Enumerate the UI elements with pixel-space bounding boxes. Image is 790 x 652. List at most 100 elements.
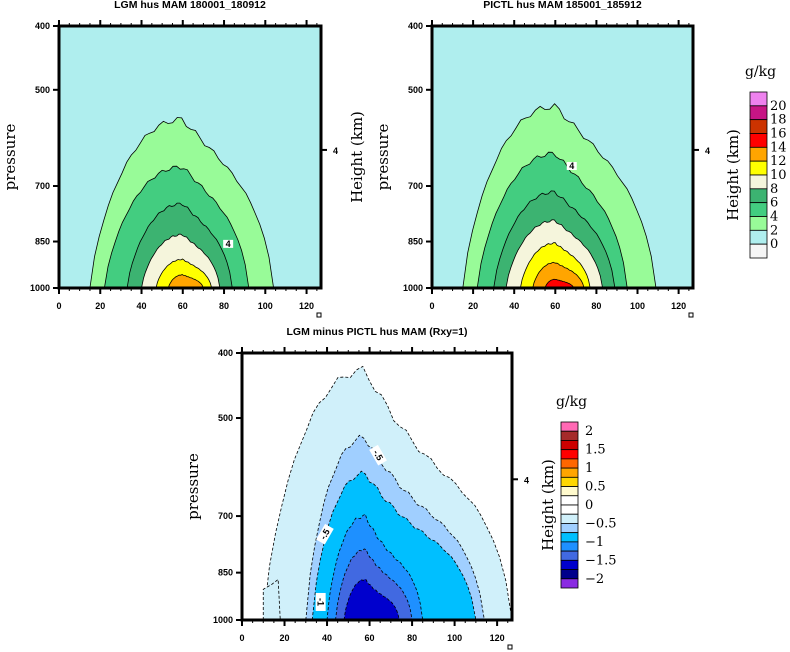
colorbar-label: 0 — [770, 237, 778, 252]
contour-band-neg0p25-patch — [262, 578, 281, 620]
colorbar-swatch — [749, 160, 768, 176]
colorbar-swatch — [749, 146, 768, 162]
colorbar-label: 1 — [585, 461, 593, 476]
y-tick-label: 850 — [408, 237, 423, 247]
contour-band-14 — [544, 278, 575, 288]
colorbar-label: 20 — [770, 99, 787, 114]
colorbar-label: 16 — [770, 127, 787, 142]
colorbar-swatch — [749, 174, 768, 190]
contour-label-box — [223, 239, 234, 248]
colorbar-swatch — [749, 229, 768, 245]
contour-label: 4 — [569, 161, 574, 171]
x-tick-label: 0 — [239, 633, 244, 643]
x-tick-label: 60 — [365, 633, 375, 643]
x-tick-label: 100 — [447, 633, 462, 643]
contour-label-text: -1 — [316, 598, 326, 606]
x-tick-label: 120 — [671, 301, 686, 311]
x-tick-label: 60 — [550, 301, 560, 311]
contour-label-box — [369, 444, 387, 466]
contour-band-12 — [532, 261, 585, 288]
right-tick-label: 4 — [333, 146, 338, 156]
height-axis-label: Height (km) — [724, 129, 742, 221]
colorbar-label: 10 — [770, 168, 787, 183]
colorbar-swatch — [560, 486, 579, 497]
left-height-label: Height (km) — [348, 111, 366, 203]
chart-title: PICTL hus MAM 185001_185912 — [483, 0, 642, 11]
colorbar-swatch — [749, 119, 768, 134]
colorbar-swatch — [560, 578, 579, 589]
contour-label: 4 — [226, 239, 231, 249]
colorbar-label: 14 — [770, 140, 787, 155]
x-tick-label: 80 — [591, 301, 601, 311]
corner-marker — [688, 312, 694, 318]
colorbar-swatch — [749, 105, 768, 121]
colorbar-2: 2 1.5 1 0.5 0 −0.5 −1 −1.5 −2 g/kg Height (km) — [539, 394, 617, 589]
y-tick-label: 400 — [35, 21, 50, 31]
panel-1: LGM hus MAM 180001_180912 0 20 40 60 80 100 120… — [1, 0, 338, 318]
colorbar-swatch — [560, 440, 579, 451]
x-tick-label: 0 — [56, 301, 61, 311]
contour-layers — [262, 365, 512, 620]
colorbar-label: 2 — [585, 424, 593, 439]
contour-label-box — [566, 162, 577, 171]
x-tick-label: 60 — [178, 301, 188, 311]
colorbar-swatch — [560, 467, 579, 478]
colorbar-label: 2 — [770, 223, 778, 238]
colorbar-label: 8 — [770, 182, 778, 197]
x-tick-label: 20 — [280, 633, 290, 643]
y-tick-label: 500 — [35, 85, 50, 95]
x-tick-label: 0 — [429, 301, 434, 311]
y-axis-label: pressure — [1, 124, 19, 191]
colorbar-label: 0 — [585, 498, 593, 513]
colorbar-unit: g/kg — [745, 64, 776, 80]
contour-label: -.5 — [316, 523, 334, 545]
x-tick-label: 120 — [490, 633, 505, 643]
panel-3: LGM minus PICTL hus MAM (Rxy=1) 0 20 40 60 80… — [184, 326, 529, 650]
corner-marker — [507, 644, 513, 650]
colorbar-label: −2 — [585, 572, 604, 587]
x-tick-label: 120 — [299, 301, 314, 311]
x-tick-label: 20 — [468, 301, 478, 311]
colorbar-swatch — [749, 133, 768, 148]
colorbar-swatch — [560, 504, 579, 515]
colorbar-label: 0.5 — [585, 480, 606, 495]
contour-label-box — [315, 592, 326, 611]
contour-label-box — [316, 523, 334, 545]
x-tick-label: 100 — [630, 301, 645, 311]
y-tick-label: 700 — [35, 181, 50, 191]
height-axis-label: Height (km) — [539, 459, 557, 551]
contour-label: -1 — [315, 592, 326, 611]
colorbar-swatch — [560, 495, 579, 506]
y-tick-label: 1000 — [213, 615, 233, 625]
colorbar-label: 6 — [770, 196, 778, 211]
plot-frame — [430, 24, 695, 290]
contour-label: -.5 — [369, 444, 387, 466]
colorbar-swatch — [560, 569, 579, 580]
colorbar-swatch — [560, 430, 579, 441]
colorbar-label: −1.5 — [585, 553, 617, 568]
y-axis-label: pressure — [374, 124, 392, 191]
right-tick-label: 4 — [705, 146, 710, 156]
colorbar-label: 1.5 — [585, 443, 606, 458]
y-tick-label: 400 — [408, 21, 423, 31]
colorbar-label: −0.5 — [585, 516, 617, 531]
x-tick-label: 20 — [95, 301, 105, 311]
contour-band-neg1p5 — [343, 578, 400, 620]
colorbar-swatch — [560, 449, 579, 460]
y-tick-label: 700 — [218, 511, 233, 521]
colorbar-swatch — [749, 202, 768, 217]
corner-marker — [316, 312, 322, 318]
colorbar-swatch — [560, 523, 579, 534]
colorbar-swatch — [749, 188, 768, 204]
x-tick-label: 80 — [407, 633, 417, 643]
y-tick-label: 1000 — [403, 283, 423, 293]
colorbar-swatch — [749, 216, 768, 231]
contour-layers — [462, 103, 657, 288]
colorbar-swatch — [560, 513, 579, 524]
colorbar-label: 4 — [770, 210, 778, 225]
contour-label-text: -.5 — [371, 448, 385, 462]
chart-title: LGM hus MAM 180001_180912 — [114, 0, 266, 11]
panel-2: PICTL hus MAM 185001_185912 0 20 40 60 80 100 1… — [348, 0, 710, 318]
contour-band-12 — [167, 274, 204, 288]
